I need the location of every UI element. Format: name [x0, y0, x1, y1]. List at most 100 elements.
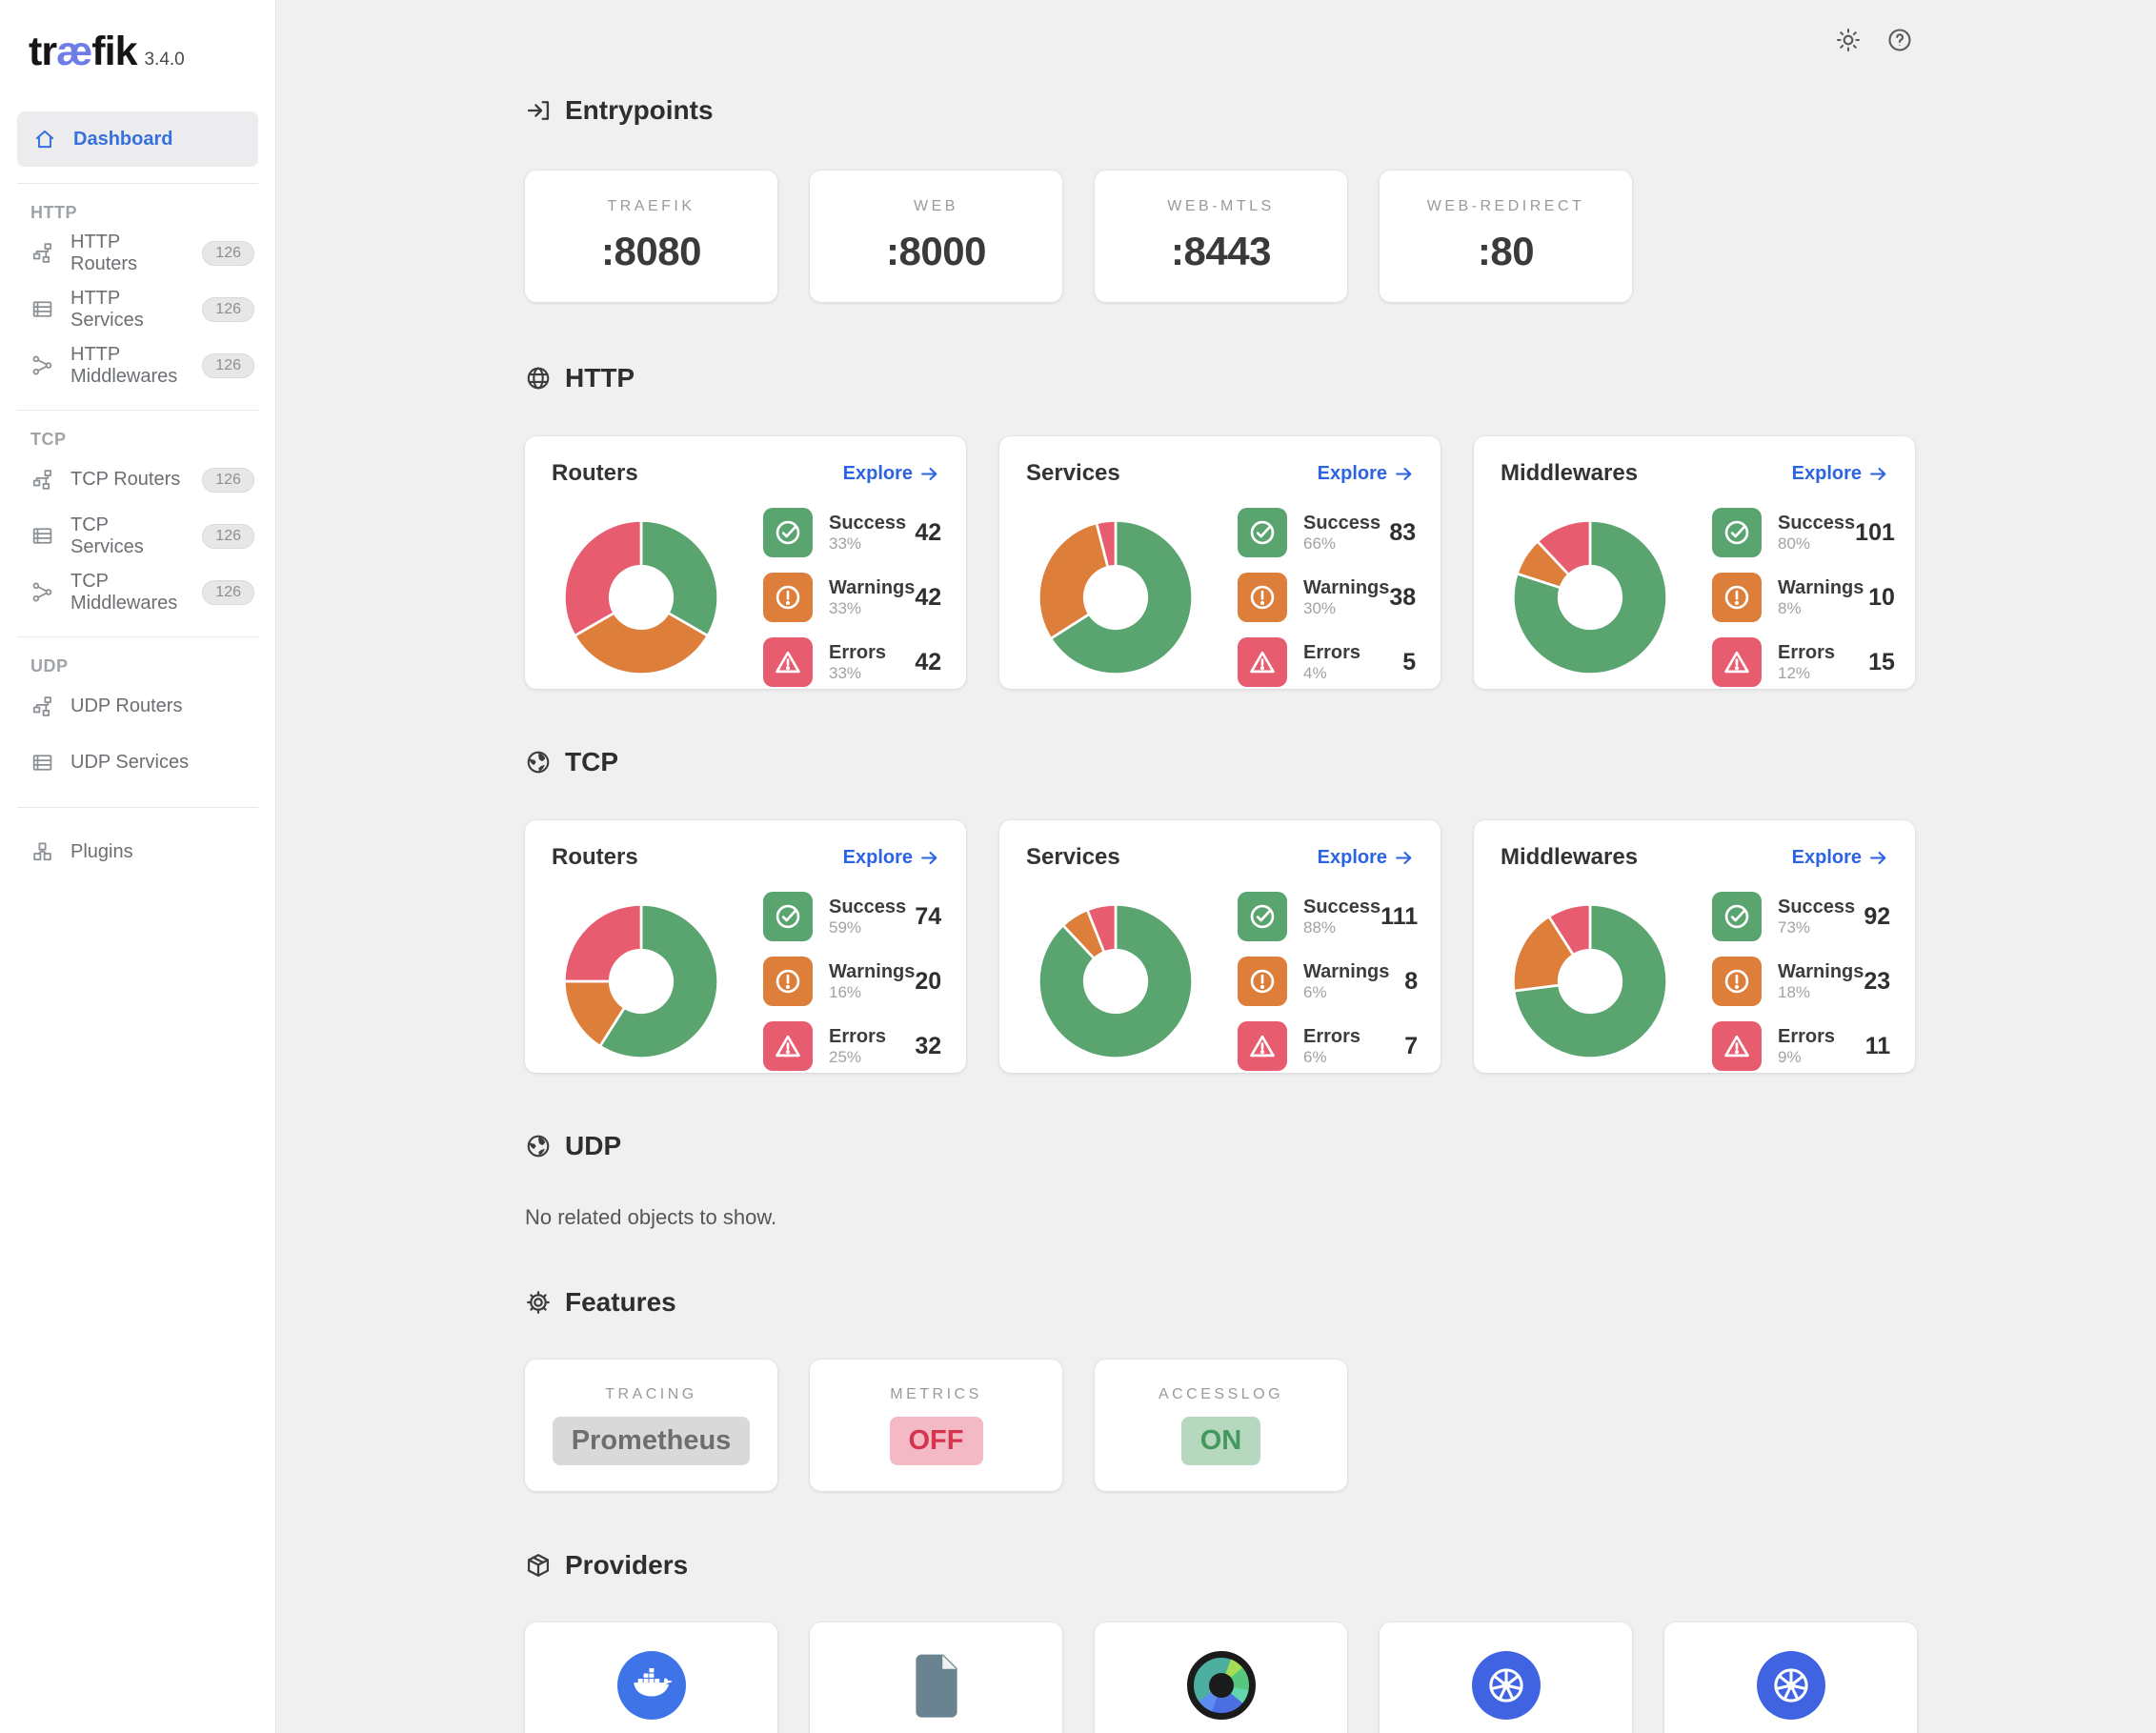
status-donut-chart	[1512, 519, 1668, 675]
stat-value: 42	[915, 583, 942, 611]
sidebar-section-udp: UDP	[30, 656, 69, 675]
success-icon	[1238, 892, 1287, 941]
sidebar-item-tcp-middlewares[interactable]: TCP Middlewares 126	[17, 564, 258, 620]
count-badge: 126	[202, 296, 254, 322]
stat-value: 111	[1380, 902, 1419, 930]
sidebar-item-udp-routers[interactable]: UDP Routers	[17, 678, 258, 735]
count-badge: 126	[202, 240, 254, 266]
provider-card-file: File	[810, 1622, 1062, 1733]
feature-card-accesslog: ACCESSLOG ON	[1095, 1360, 1347, 1491]
sidebar-item-http-services[interactable]: HTTP Services 126	[17, 281, 258, 337]
explore-label: Explore	[1317, 846, 1387, 868]
divider	[17, 183, 258, 184]
sidebar-item-http-middlewares[interactable]: HTTP Middlewares 126	[17, 337, 258, 393]
card-title: Routers	[552, 844, 638, 870]
home-icon	[35, 130, 54, 149]
routers-icon	[32, 243, 51, 263]
feature-value-badge: ON	[1180, 1416, 1261, 1465]
stat-errors: Errors 12% 15	[1712, 637, 1895, 687]
arrow-right-icon	[1870, 851, 1886, 864]
stat-label: Warnings	[1778, 576, 1864, 598]
http-routers-card: Routers Explore Success 33% 42 Warnings 33…	[525, 436, 966, 689]
stat-percent: 59%	[829, 917, 862, 937]
stat-value: 7	[1404, 1032, 1419, 1059]
entrypoint-name: WEB-REDIRECT	[1426, 198, 1585, 214]
explore-link[interactable]: Explore	[1318, 463, 1414, 485]
warning-icon	[763, 957, 813, 1006]
status-donut-chart	[1512, 903, 1668, 1059]
status-donut-chart	[563, 903, 719, 1059]
sidebar-item-http-routers[interactable]: HTTP Routers 126	[17, 225, 258, 281]
sidebar-item-plugins[interactable]: Plugins	[17, 824, 258, 880]
stat-percent: 6%	[1303, 1047, 1327, 1066]
stat-label: Success	[829, 512, 907, 534]
logo-text: tr	[29, 29, 57, 74]
stat-percent: 30%	[1303, 598, 1337, 617]
kubernetes-logo-icon	[1471, 1651, 1541, 1720]
stat-label: Errors	[1303, 1025, 1361, 1047]
stat-label: Warnings	[1778, 960, 1864, 982]
explore-link[interactable]: Explore	[843, 463, 939, 485]
provider-card-kubernetes-ingress: KubernetesIngress	[1380, 1622, 1632, 1733]
card-title: Services	[1026, 844, 1120, 870]
log-in-icon	[525, 97, 552, 124]
stat-percent: 80%	[1778, 534, 1811, 553]
udp-empty-message: No related objects to show.	[525, 1205, 777, 1229]
explore-link[interactable]: Explore	[843, 847, 939, 869]
error-icon	[1712, 637, 1762, 687]
explore-label: Explore	[842, 462, 913, 484]
stat-percent: 33%	[829, 663, 862, 682]
stat-percent: 6%	[1303, 982, 1327, 1001]
explore-label: Explore	[1791, 462, 1862, 484]
success-icon	[1238, 508, 1287, 557]
stat-errors: Errors 6% 7	[1238, 1021, 1418, 1071]
section-title: Entrypoints	[565, 95, 714, 125]
traefik-logo[interactable]: træfik 3.4.0	[29, 29, 258, 75]
help-button[interactable]	[1886, 27, 1913, 53]
package-icon	[525, 1552, 552, 1579]
stat-warnings: Warnings 18% 23	[1712, 957, 1890, 1006]
feature-card-tracing: TRACING Prometheus	[525, 1360, 777, 1491]
stat-label: Errors	[829, 1025, 887, 1047]
stat-success: Success 88% 111	[1238, 892, 1418, 941]
explore-link[interactable]: Explore	[1792, 463, 1888, 485]
stat-label: Warnings	[829, 960, 916, 982]
theme-toggle-button[interactable]	[1835, 27, 1862, 53]
sidebar-item-label: TCP Routers	[71, 469, 181, 490]
sidebar-item-dashboard[interactable]: Dashboard	[17, 111, 258, 167]
udp-heading: UDP	[525, 1131, 1917, 1161]
sidebar-item-label: TCP Services	[71, 514, 144, 557]
sidebar-section-tcp: TCP	[30, 430, 67, 449]
sidebar-item-tcp-routers[interactable]: TCP Routers 126	[17, 452, 258, 508]
section-title: TCP	[565, 747, 618, 776]
stat-value: 83	[1389, 518, 1417, 546]
stat-percent: 4%	[1303, 663, 1327, 682]
card-title: Middlewares	[1501, 844, 1639, 870]
provider-card-kubernetes-crd: KubernetesCRD	[1664, 1622, 1917, 1733]
success-icon	[1712, 892, 1762, 941]
tcp-routers-card: Routers Explore Success 59% 74 Warnings 16…	[525, 820, 966, 1073]
sidebar-item-udp-services[interactable]: UDP Services	[17, 735, 258, 791]
explore-link[interactable]: Explore	[1792, 847, 1888, 869]
sidebar-item-tcp-services[interactable]: TCP Services 126	[17, 508, 258, 564]
stat-value: 92	[1864, 902, 1891, 930]
explore-label: Explore	[842, 846, 913, 868]
sun-icon	[1836, 28, 1861, 52]
warning-icon	[1238, 573, 1287, 622]
arrow-right-icon	[1870, 467, 1886, 480]
sidebar-item-label: HTTP Middlewares	[71, 343, 178, 387]
question-icon	[1888, 29, 1911, 51]
stat-errors: Errors 4% 5	[1238, 637, 1416, 687]
card-title: Routers	[552, 460, 638, 486]
stat-value: 11	[1864, 1032, 1891, 1059]
explore-link[interactable]: Explore	[1318, 847, 1414, 869]
status-donut-chart	[563, 519, 719, 675]
stat-errors: Errors 9% 11	[1712, 1021, 1890, 1071]
stat-value: 5	[1402, 648, 1417, 675]
arrow-right-icon	[1396, 851, 1412, 864]
stat-label: Errors	[1778, 1025, 1836, 1047]
services-icon	[32, 301, 52, 317]
section-title: Features	[565, 1287, 676, 1317]
stat-warnings: Warnings 33% 42	[763, 573, 941, 622]
features-heading: Features	[525, 1287, 1917, 1318]
